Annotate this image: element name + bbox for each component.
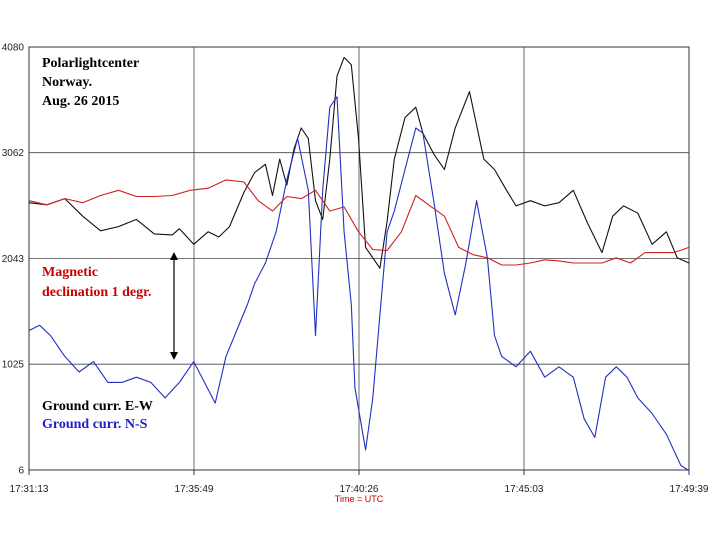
y-tick-label: 6 [18,466,24,477]
x-tick-labels: 17:31:13 17:35:49 17:40:26 17:45:03 17:49:39 [10,470,709,495]
station-date: Aug. 26 2015 [42,94,119,109]
x-tick-label: 17:31:13 [10,484,49,495]
series-line-ground-ns [28,96,690,472]
magnetic-label-line2: declination 1 degr. [42,285,152,300]
y-tick-label: 3062 [2,148,25,159]
x-axis-label: Time = UTC [335,494,384,504]
x-tick-label: 17:35:49 [175,484,214,495]
magnetic-label-line1: Magnetic [42,265,98,280]
series-line-magnetic [28,179,690,266]
series-line-ground-ew [28,56,690,269]
y-tick-labels: 6 1025 2043 3062 4080 [2,43,25,477]
x-tick-label: 17:49:39 [670,484,709,495]
legend-ground-ew: Ground curr. E-W [42,399,153,414]
x-tick-label: 17:45:03 [505,484,544,495]
grid-lines [29,47,689,470]
scale-arrow [170,252,178,360]
series-lines [28,56,690,472]
x-tick-label: 17:40:26 [340,484,379,495]
station-country: Norway. [42,75,92,90]
legend-ground-ns: Ground curr. N-S [42,417,148,432]
y-tick-label: 1025 [2,360,25,371]
y-tick-label: 2043 [2,254,25,265]
station-name: Polarlightcenter [42,56,139,71]
y-tick-label: 4080 [2,43,25,54]
